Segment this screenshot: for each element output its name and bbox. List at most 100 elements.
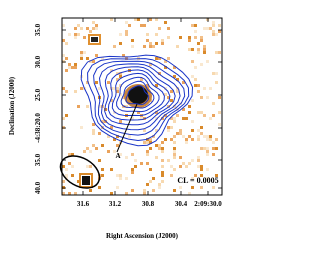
noise-pixel — [68, 192, 71, 195]
noise-pixel — [146, 138, 149, 141]
noise-pixel — [161, 159, 164, 162]
noise-pixel — [167, 129, 170, 132]
x-tick-label: 30.8 — [142, 200, 155, 208]
noise-pixel — [89, 30, 92, 33]
noise-pixel — [191, 48, 194, 51]
noise-pixel — [65, 168, 68, 171]
noise-pixel — [200, 36, 203, 39]
noise-pixel — [83, 36, 86, 39]
noise-pixel — [116, 87, 119, 90]
noise-pixel — [125, 33, 128, 36]
noise-pixel — [200, 174, 203, 177]
noise-pixel — [62, 186, 65, 189]
noise-pixel — [203, 114, 206, 117]
noise-pixel — [155, 117, 158, 120]
noise-pixel — [161, 39, 164, 42]
noise-pixel — [110, 69, 113, 72]
source-blob — [79, 34, 152, 188]
noise-pixel — [113, 150, 116, 153]
noise-pixel — [83, 150, 86, 153]
noise-pixel — [98, 132, 101, 135]
noise-pixel — [185, 117, 188, 120]
noise-pixel — [101, 57, 104, 60]
contour — [111, 72, 165, 117]
noise-pixel — [113, 138, 116, 141]
noise-pixel — [173, 117, 176, 120]
noise-pixel — [185, 141, 188, 144]
noise-pixel — [212, 147, 215, 150]
noise-pixel — [197, 159, 200, 162]
noise-pixel — [212, 102, 215, 105]
noise-pixel — [215, 147, 218, 150]
x-tick-label: 30.4 — [175, 200, 188, 208]
noise-pixel — [167, 126, 170, 129]
noise-pixel — [119, 84, 122, 87]
noise-pixel — [140, 117, 143, 120]
noise-pixel — [101, 174, 104, 177]
noise-pixel — [68, 63, 71, 66]
marker-label: A — [115, 152, 120, 160]
noise-pixel — [149, 180, 152, 183]
noise-pixel — [131, 168, 134, 171]
noise-pixel — [140, 78, 143, 81]
noise-pixel — [164, 21, 167, 24]
noise-pixel — [71, 174, 74, 177]
noise-pixel — [170, 138, 173, 141]
noise-pixel — [65, 69, 68, 72]
noise-pixel — [125, 192, 128, 195]
noise-pixel — [161, 165, 164, 168]
noise-pixel — [68, 66, 71, 69]
contour — [125, 85, 150, 106]
noise-pixel — [62, 87, 65, 90]
noise-pixel — [173, 147, 176, 150]
noise-pixel — [146, 39, 149, 42]
noise-pixel — [170, 126, 173, 129]
noise-pixel — [197, 135, 200, 138]
noise-pixel — [179, 156, 182, 159]
noise-pixel — [80, 51, 83, 54]
noise-pixel — [203, 135, 206, 138]
noise-pixel — [113, 45, 116, 48]
noise-pixel — [170, 174, 173, 177]
noise-pixel — [212, 186, 215, 189]
contour — [87, 58, 190, 142]
noise-pixel — [155, 111, 158, 114]
noise-pixel — [179, 132, 182, 135]
noise-pixel — [92, 132, 95, 135]
noise-pixel — [119, 93, 122, 96]
noise-pixel — [197, 156, 200, 159]
noise-pixel — [149, 138, 152, 141]
noise-pixel — [122, 54, 125, 57]
noise-pixel — [98, 159, 101, 162]
figure: A CL = 0.0005 Right Ascension (J2000) De… — [8, 17, 223, 240]
noise-pixel — [89, 189, 92, 192]
noise-pixel — [122, 96, 125, 99]
noise-pixel — [98, 186, 101, 189]
noise-pixel — [65, 42, 68, 45]
noise-pixel — [173, 120, 176, 123]
noise-pixel — [218, 24, 221, 27]
noise-pixel — [143, 192, 146, 195]
noise-pixel — [209, 138, 212, 141]
noise-pixel — [215, 72, 218, 75]
noise-pixel — [200, 165, 203, 168]
noise-pixel — [149, 45, 152, 48]
noise-pixel — [173, 153, 176, 156]
noise-pixel — [86, 165, 89, 168]
noise-pixel — [191, 177, 194, 180]
noise-pixel — [116, 144, 119, 147]
noise-pixel — [188, 39, 191, 42]
annotation: CL = 0.0005 — [177, 176, 218, 185]
noise-pixel — [197, 111, 200, 114]
noise-pixel — [92, 144, 95, 147]
noise-pixel — [197, 138, 200, 141]
noise-pixel — [203, 87, 206, 90]
noise-pixel — [206, 168, 209, 171]
noise-pixel — [197, 42, 200, 45]
noise-pixel — [218, 111, 221, 114]
noise-pixel — [176, 78, 179, 81]
noise-pixel — [191, 186, 194, 189]
noise-pixel — [203, 27, 206, 30]
noise-pixel — [89, 60, 92, 63]
